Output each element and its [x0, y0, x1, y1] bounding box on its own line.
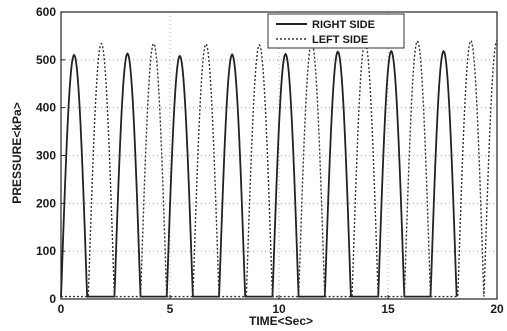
y-tick-label: 600: [36, 5, 56, 19]
x-tick-label: 15: [381, 302, 395, 316]
y-tick-label: 100: [36, 244, 56, 258]
y-axis-label: PRESSURE<kPa>: [10, 102, 24, 203]
legend-label-left-side: LEFT SIDE: [312, 34, 368, 46]
x-tick-label: 20: [490, 302, 504, 316]
y-tick-label: 500: [36, 53, 56, 67]
series-layer: [60, 39, 498, 298]
axes-layer: [60, 11, 498, 300]
legend: RIGHT SIDE LEFT SIDE: [267, 13, 405, 49]
y-tick-label: 0: [49, 292, 56, 306]
series-line-right-side: [60, 49, 458, 298]
x-tick-label: 10: [272, 302, 286, 316]
y-tick-label: 200: [36, 196, 56, 210]
x-tick-label: 0: [58, 302, 65, 316]
y-tick-label: 400: [36, 101, 56, 115]
x-axis-label: TIME<Sec>: [249, 314, 313, 328]
legend-box: [267, 13, 405, 49]
series-line-left-side: [61, 39, 498, 298]
y-tick-label: 300: [36, 149, 56, 163]
legend-label-right-side: RIGHT SIDE: [312, 19, 375, 31]
x-tick-label: 5: [167, 302, 174, 316]
